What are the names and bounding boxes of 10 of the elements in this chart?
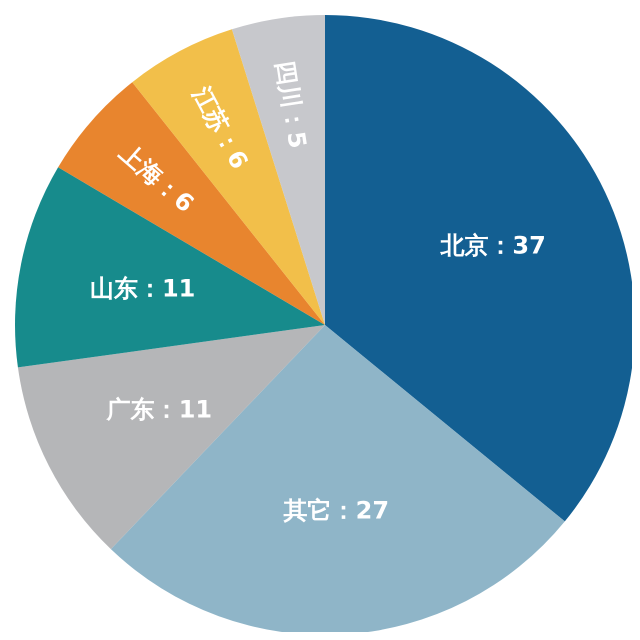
slice-label: 广东 [106,396,155,424]
data-label: ：11 [138,274,196,302]
data-label: ：11 [154,396,212,424]
slice-label: 山东 [90,274,138,302]
data-label: ：27 [332,496,390,525]
slice-label: 北京 [439,231,488,260]
slice-label: 上海 [113,138,169,192]
slice-label: 其它 [282,496,332,525]
slice-label: 江苏 [186,81,234,138]
data-label: ：37 [488,231,546,260]
